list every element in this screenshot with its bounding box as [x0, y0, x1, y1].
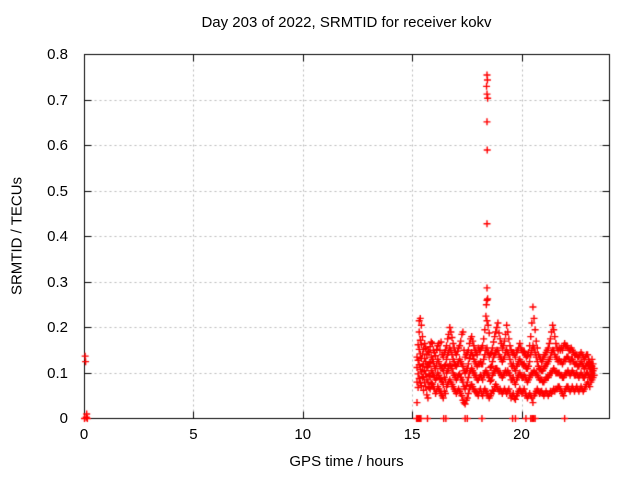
x-tick-label: 0	[79, 426, 89, 443]
y-tick-label: 0.6	[47, 137, 68, 154]
y-tick-label: 0	[59, 410, 68, 427]
y-tick-label: 0.3	[47, 273, 68, 291]
x-tick-label: 20	[513, 426, 530, 443]
x-tick-label: 5	[189, 426, 198, 443]
y-tick-label: 0.8	[47, 46, 68, 63]
x-tick-label: 10	[294, 426, 312, 443]
y-tick-label: 0.4	[47, 228, 68, 245]
y-tick-label: 0.1	[47, 364, 68, 382]
x-axis-title: GPS time / hours	[289, 453, 404, 470]
y-tick-label: 0.5	[47, 182, 68, 200]
x-tick-label: 15	[403, 426, 421, 443]
y-tick-label: 0.7	[47, 91, 68, 109]
y-tick-label: 0.2	[47, 319, 68, 336]
chart-title: Day 203 of 2022, SRMTID for receiver kok…	[201, 14, 492, 31]
